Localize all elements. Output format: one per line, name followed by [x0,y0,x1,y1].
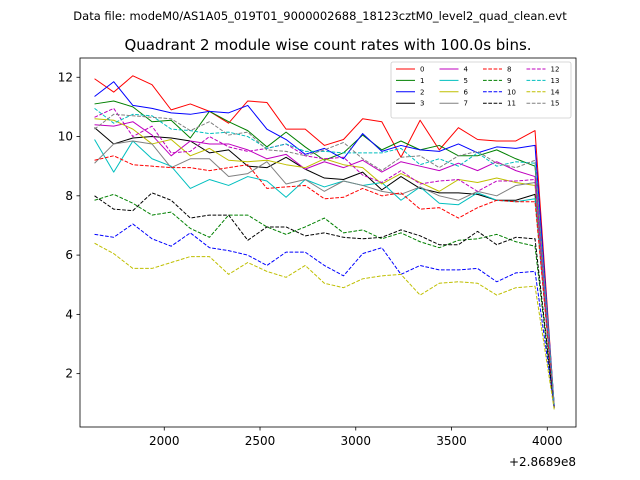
legend-label-9: 9 [507,77,511,85]
series-line-1 [94,100,555,407]
legend-label-11: 11 [507,100,516,108]
legend-frame [390,61,572,119]
legend-label-13: 13 [551,77,560,85]
x-tick-label: 3000 [340,434,371,448]
series-line-4 [94,121,555,405]
x-axis-offset-label: +2.8689e8 [509,455,576,469]
series-line-12 [94,107,555,408]
legend-label-7: 7 [464,100,468,108]
x-tick-label: 2500 [245,434,276,448]
y-tick-label: 12 [58,70,73,84]
chart-title: Quadrant 2 module wise count rates with … [124,36,531,54]
y-tick-label: 10 [58,130,73,144]
series-line-15 [94,113,555,405]
series-line-9 [94,193,555,410]
chart-suptitle: Data file: modeM0/AS1A05_019T01_90000026… [73,9,567,23]
y-tick-label: 2 [65,367,73,381]
series-line-8 [94,155,555,407]
x-tick-label: 4000 [532,434,563,448]
legend-label-8: 8 [507,66,511,74]
legend-label-3: 3 [420,100,424,108]
y-tick-label: 6 [65,248,73,262]
legend-label-10: 10 [507,88,516,96]
y-tick-label: 4 [65,307,73,321]
series-line-13 [94,107,555,405]
legend-label-12: 12 [551,66,560,74]
series-line-3 [94,127,555,408]
x-tick-label: 3500 [436,434,467,448]
legend-label-1: 1 [420,77,424,85]
legend-label-6: 6 [464,88,469,96]
series-line-5 [94,139,555,408]
legend-label-2: 2 [420,88,424,96]
legend-label-14: 14 [551,88,560,96]
legend-label-0: 0 [420,66,424,74]
legend-label-15: 15 [551,100,560,108]
series-line-10 [94,223,555,407]
series-line-0 [94,75,555,407]
legend-label-4: 4 [464,66,469,74]
series-line-14 [94,242,555,410]
legend-label-5: 5 [464,77,468,85]
plot-frame [79,57,577,428]
series-line-6 [94,118,555,407]
x-tick-label: 2000 [149,434,180,448]
series-layer [94,75,555,410]
series-line-11 [94,192,555,408]
y-tick-label: 8 [65,189,73,203]
